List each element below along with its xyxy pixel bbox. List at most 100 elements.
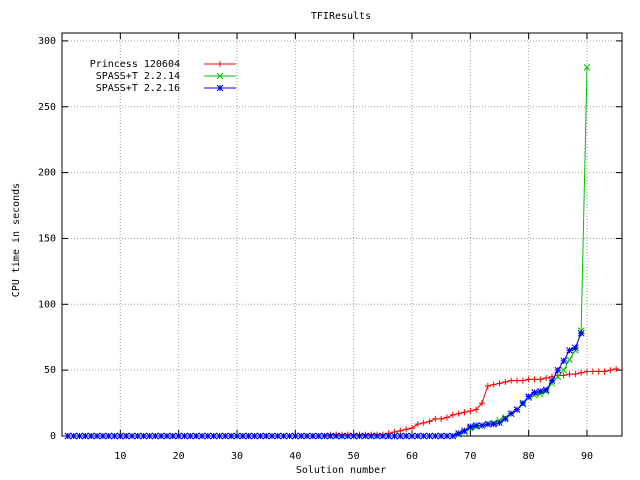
data-point [531, 389, 538, 396]
legend-marker [216, 72, 224, 80]
data-point [479, 400, 485, 407]
data-point [338, 432, 346, 440]
data-point [601, 368, 608, 375]
data-point [536, 387, 544, 395]
y-axis-label: CPU time in seconds [11, 183, 22, 297]
data-point [426, 432, 433, 440]
data-point [496, 419, 503, 427]
data-point [402, 432, 410, 440]
data-point [151, 432, 159, 440]
data-point [560, 366, 568, 374]
data-point [396, 432, 404, 440]
x-tick-label: 70 [464, 451, 476, 462]
data-point [105, 432, 113, 440]
data-point [437, 432, 445, 440]
data-point [245, 432, 253, 440]
data-point [414, 432, 422, 440]
data-point [501, 415, 509, 423]
data-point [572, 371, 579, 378]
data-point [560, 372, 567, 379]
data-point [274, 432, 282, 440]
data-point [455, 410, 462, 417]
data-point [478, 422, 486, 429]
data-point [379, 432, 387, 440]
data-point [280, 432, 288, 440]
data-point [128, 432, 136, 440]
data-point [198, 432, 206, 440]
data-point [291, 432, 299, 440]
data-point [519, 399, 527, 407]
data-point [87, 432, 95, 440]
y-tick-label: 100 [38, 299, 56, 310]
data-point [466, 423, 474, 431]
data-point [268, 432, 276, 440]
x-tick-label: 20 [173, 451, 185, 462]
data-point [216, 432, 223, 440]
x-tick-label: 50 [348, 451, 360, 462]
y-tick-label: 150 [38, 233, 56, 244]
data-point [122, 432, 130, 440]
data-point [140, 432, 148, 440]
data-point [467, 407, 474, 414]
data-point [473, 406, 480, 413]
y-tick-label: 250 [38, 102, 56, 113]
data-point [577, 329, 585, 337]
data-point [472, 422, 480, 429]
data-point [589, 368, 596, 375]
data-point [502, 379, 509, 386]
data-point [519, 377, 526, 384]
data-point [367, 432, 375, 440]
data-point [350, 432, 358, 440]
data-point [484, 420, 492, 428]
data-point [461, 409, 468, 416]
data-point [525, 376, 532, 383]
data-point [514, 377, 520, 384]
data-point [595, 368, 602, 375]
data-point [443, 432, 451, 440]
data-point [431, 432, 439, 440]
data-point [566, 371, 573, 378]
chart-title: TFIResults [311, 11, 371, 22]
data-point [420, 419, 427, 426]
data-point [496, 380, 503, 387]
data-point [566, 347, 573, 354]
data-point [303, 432, 311, 440]
data-point [309, 432, 317, 440]
data-point [391, 432, 398, 440]
data-point [256, 432, 264, 440]
data-point [531, 376, 538, 383]
data-point [444, 414, 450, 421]
data-point [146, 432, 153, 440]
data-point [397, 427, 404, 434]
data-point [542, 386, 550, 394]
y-tick-label: 50 [44, 365, 56, 376]
x-tick-label: 30 [231, 451, 243, 462]
data-point [385, 432, 393, 440]
data-point [321, 432, 328, 440]
data-point [239, 432, 247, 440]
data-point [513, 406, 521, 414]
data-point [484, 382, 491, 389]
data-point [566, 356, 573, 363]
data-point [356, 432, 363, 440]
data-point [64, 432, 72, 440]
data-point [116, 432, 124, 440]
data-point [607, 367, 614, 374]
data-point [461, 427, 468, 435]
data-point [210, 432, 218, 440]
data-point [613, 365, 620, 372]
data-point [537, 376, 544, 383]
data-point [543, 375, 550, 382]
data-point [227, 432, 235, 440]
data-point [373, 432, 381, 440]
data-point [169, 432, 177, 440]
x-tick-label: 40 [289, 451, 301, 462]
data-point [157, 432, 165, 440]
data-point [286, 432, 293, 440]
data-point [70, 432, 78, 440]
data-point [111, 432, 118, 440]
x-tick-label: 80 [523, 451, 535, 462]
legend-marker [217, 61, 223, 67]
data-point [548, 377, 556, 385]
